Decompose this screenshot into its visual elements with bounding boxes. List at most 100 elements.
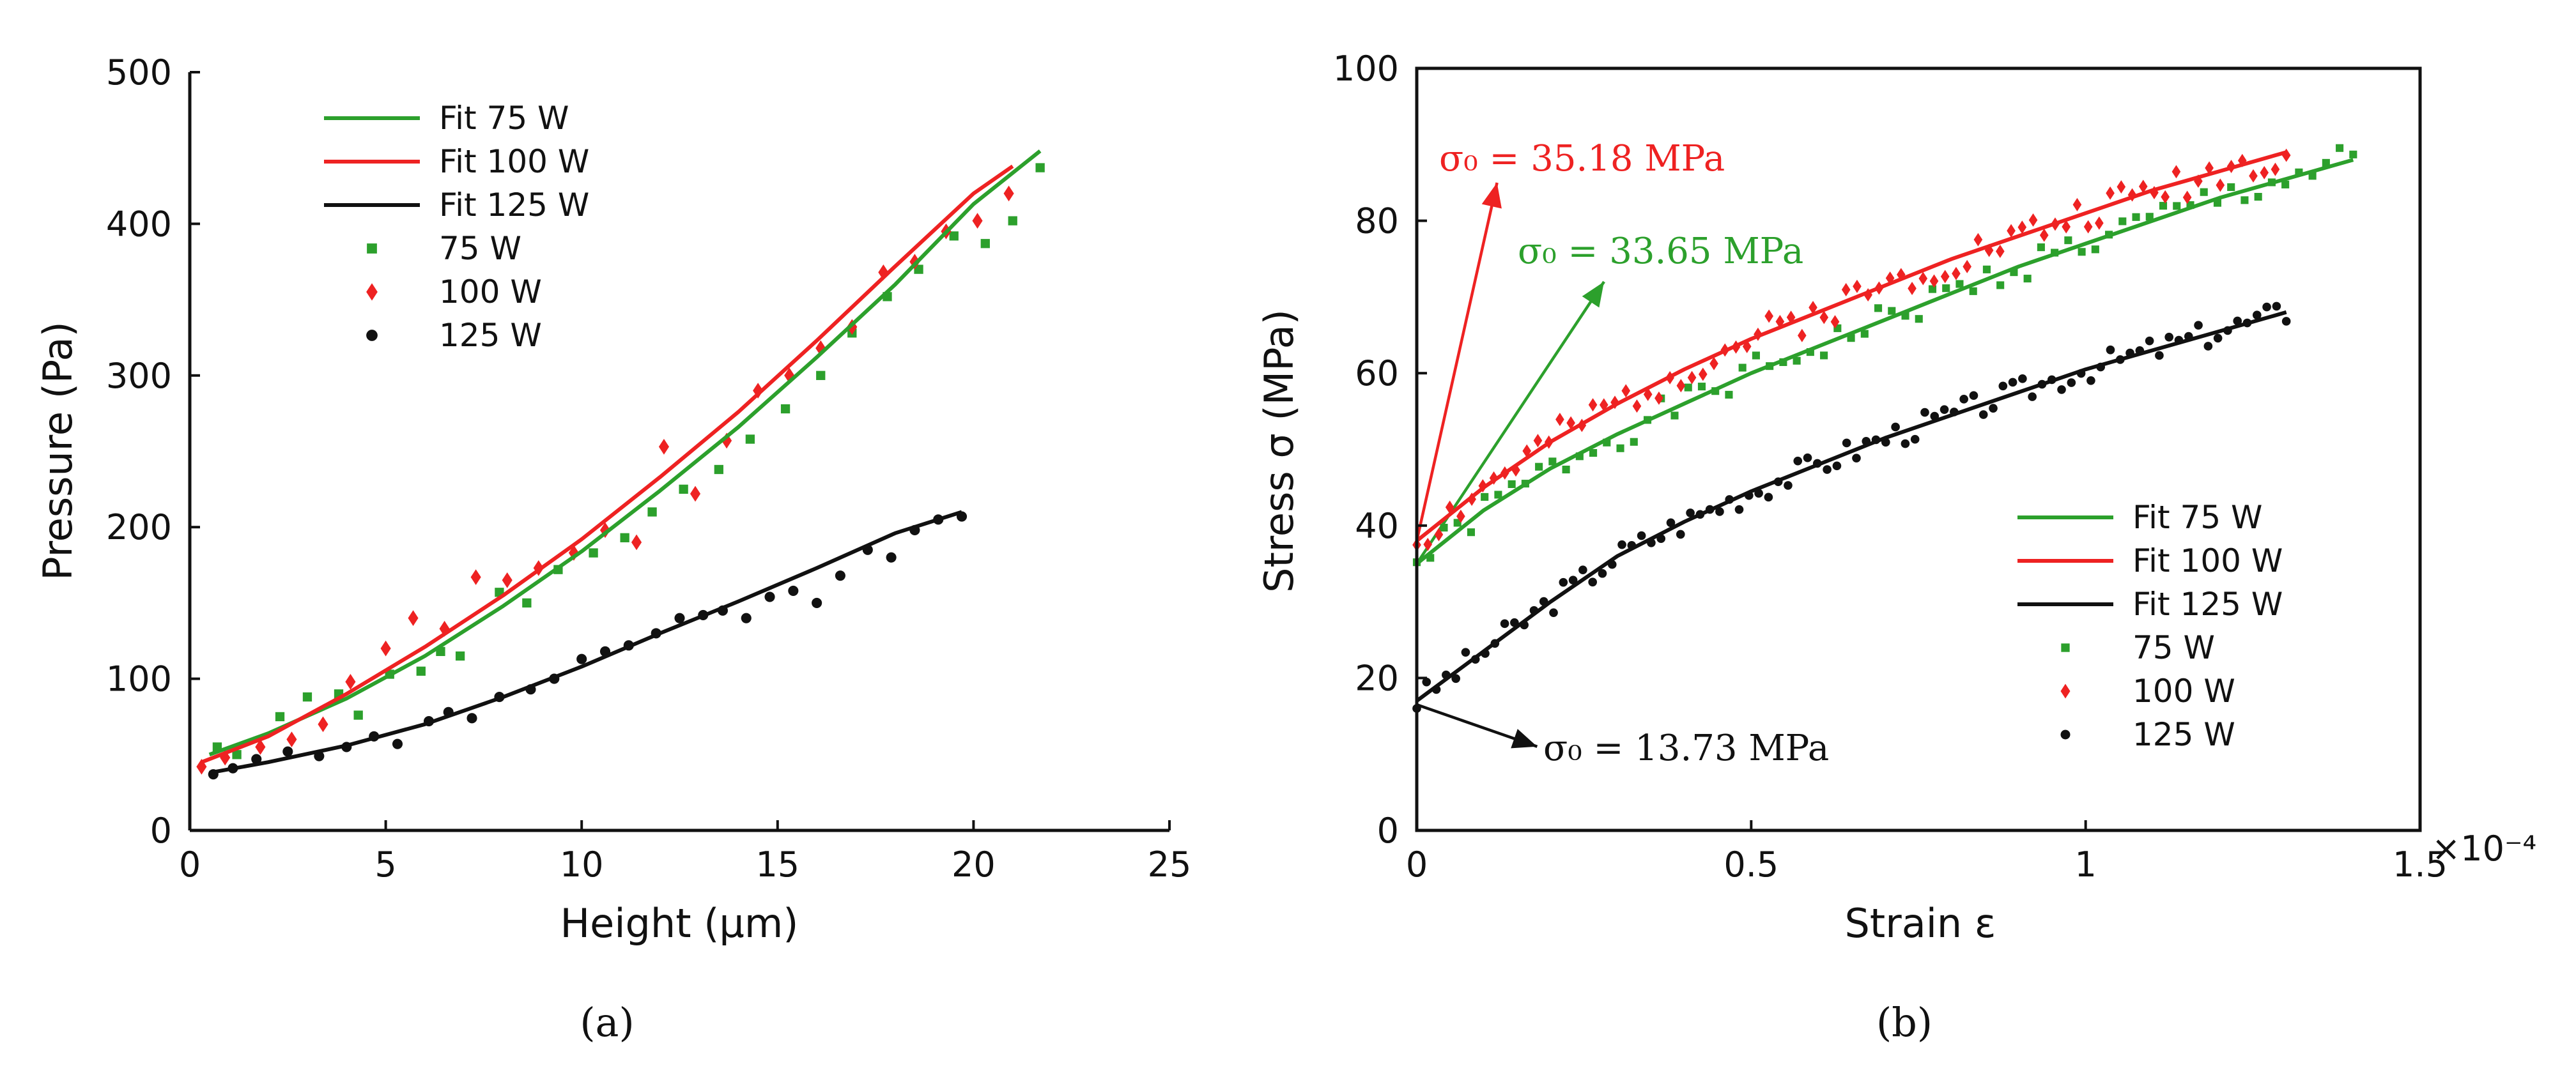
panel-b-point-75-w: [2118, 217, 2127, 225]
panel-a-point-100-w: [753, 383, 764, 399]
panel-b-line-fit-75-w: [1415, 158, 2354, 565]
panel-a-point-100-w: [408, 610, 419, 626]
panel-b-point-100-w: [1489, 471, 1499, 485]
panel-a-point-100-w: [255, 739, 266, 755]
panel-b-point-125-w: [1891, 422, 1900, 432]
panel-a-point-125-w: [467, 713, 477, 724]
panel-b-point-75-w: [2173, 202, 2181, 210]
panel-a-point-100-w: [345, 673, 356, 690]
panel-b-point-125-w: [2213, 333, 2223, 343]
panel-b-point-75-w: [1738, 363, 1747, 372]
panel-b-point-125-w: [1959, 395, 1968, 404]
panel-a-point-75-w: [620, 533, 629, 542]
panel-b-y-tick-label: 80: [1355, 201, 1399, 241]
panel-a-point-75-w: [1008, 216, 1017, 225]
panel-a-point-100-w: [658, 439, 670, 455]
panel-b-point-125-w: [2008, 378, 2017, 387]
panel-b-point-125-w: [1998, 381, 2008, 391]
panel-b-annotation-label: σ₀ = 33.65 MPa: [1518, 231, 1803, 272]
panel-b-point-125-w: [1793, 456, 1803, 466]
panel-b-point-125-w: [1451, 674, 1460, 683]
panel-b-point-100-w: [2106, 186, 2115, 200]
panel-a-point-125-w: [251, 754, 262, 765]
panel-b-point-75-w: [1982, 265, 1991, 273]
panel-a-x-tick-label: 15: [755, 844, 799, 885]
panel-a-legend-swatch: [367, 243, 377, 254]
panel-a-ylabel: Pressure (Pa): [35, 321, 81, 580]
panel-b-point-75-w: [2064, 236, 2072, 245]
panel-b-point-125-w: [1920, 408, 1929, 417]
panel-b-point-125-w: [2106, 345, 2115, 355]
panel-a-xlabel: Height (µm): [560, 900, 799, 947]
panel-b-point-75-w: [2227, 183, 2235, 191]
panel-b-ticks: 0 0.5 1 1.5 0 20 40 60 80 100: [1333, 49, 2448, 885]
panel-b-point-75-w: [1589, 448, 1598, 457]
panel-b-point-100-w: [1853, 279, 1862, 293]
panel-b-point-125-w: [1734, 505, 1744, 514]
panel-b-point-125-w: [1422, 677, 1431, 687]
panel-b-point-100-w: [2095, 216, 2104, 230]
panel-a-point-125-w: [392, 738, 403, 749]
panel-b-point-125-w: [2203, 342, 2213, 351]
panel-a-legend-label: Fit 100 W: [439, 143, 589, 180]
panel-b-point-100-w: [2039, 228, 2049, 242]
panel-b-point-75-w: [1467, 528, 1475, 537]
panel-b-point-75-w: [1820, 351, 1828, 360]
panel-b-point-100-w: [1973, 233, 1983, 247]
panel-a-y-tick-label: 300: [106, 356, 172, 396]
panel-b-point-100-w: [2138, 179, 2148, 194]
panel-b-point-75-w: [1874, 304, 1883, 312]
panel-b-annotation-arrowhead: [1582, 282, 1605, 308]
panel-b-point-125-w: [1598, 569, 1607, 578]
panel-b-point-100-w: [1918, 271, 1928, 286]
panel-a-point-75-w: [416, 666, 426, 676]
panel-b-point-125-w: [1637, 531, 1646, 540]
panel-b-point-100-w: [2017, 220, 2027, 234]
panel-b-point-100-w: [1566, 416, 1575, 430]
panel-b-point-125-w: [1842, 438, 1851, 448]
panel-b-legend-swatch: [2060, 683, 2071, 699]
panel-b-point-100-w: [2083, 220, 2093, 234]
panel-b-fit-lines: [1415, 150, 2354, 703]
panel-b-point-75-w: [2037, 243, 2045, 252]
panel-a-point-100-w: [502, 572, 513, 588]
panel-a-point-100-w: [286, 731, 297, 747]
panel-b-y-tick-label: 0: [1377, 811, 1399, 851]
panel-b-point-75-w: [2254, 192, 2262, 201]
panel-b-point-100-w: [2062, 220, 2071, 234]
panel-a-point-75-w: [1035, 163, 1045, 172]
panel-b-legend-label: Fit 75 W: [2133, 499, 2262, 536]
panel-a-data-points: [196, 163, 1045, 780]
panel-a-point-75-w: [522, 598, 532, 608]
panel-a-x-tick-label: 0: [179, 844, 201, 885]
panel-b-point-75-w: [2322, 158, 2330, 167]
panel-a-point-100-w: [196, 758, 207, 775]
panel-b-point-100-w: [1588, 398, 1598, 412]
panel-a-x-tick-label: 10: [560, 844, 604, 885]
panel-b-annotation-arrow: [1415, 182, 1499, 542]
panel-a-legend-label: 125 W: [439, 317, 542, 354]
panel-b-point-100-w: [1908, 282, 1917, 295]
panel-b-point-75-w: [2132, 213, 2140, 221]
panel-b-point-75-w: [1725, 390, 1733, 399]
panel-b-point-75-w: [1684, 383, 1692, 392]
panel-b-point-75-w: [1481, 492, 1489, 501]
panel-a-y-tick-label: 400: [106, 204, 172, 244]
panel-a-point-100-w: [470, 569, 481, 585]
panel-a-point-75-w: [275, 712, 285, 722]
panel-a-point-125-w: [741, 613, 752, 623]
panel-a-fit-lines: [201, 149, 1042, 775]
panel-b-point-125-w: [1823, 465, 1832, 474]
panel-b-point-100-w: [1963, 259, 1972, 273]
panel-b-point-100-w: [1511, 463, 1520, 477]
panel-b-point-100-w: [1952, 266, 1961, 280]
panel-b-point-125-w: [2281, 317, 2291, 326]
panel-b-point-125-w: [2194, 321, 2203, 330]
panel-b-point-75-w: [1630, 438, 1638, 446]
panel-b-point-125-w: [2155, 351, 2164, 360]
panel-a-point-125-w: [764, 592, 775, 602]
panel-b-point-100-w: [2171, 165, 2181, 179]
panel-b-point-75-w: [1535, 462, 1543, 471]
panel-b-point-125-w: [2145, 336, 2154, 346]
panel-a-x-tick-label: 20: [952, 844, 996, 885]
